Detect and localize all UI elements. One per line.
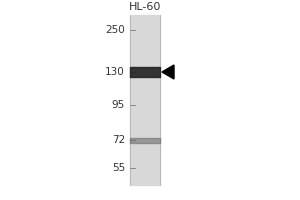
Text: 72: 72 (112, 135, 125, 145)
Text: 250: 250 (105, 25, 125, 35)
Text: 130: 130 (105, 67, 125, 77)
Text: HL-60: HL-60 (129, 2, 161, 12)
Polygon shape (162, 65, 174, 79)
Text: 55: 55 (112, 163, 125, 173)
Text: 95: 95 (112, 100, 125, 110)
Bar (130, 15, 160, 185)
